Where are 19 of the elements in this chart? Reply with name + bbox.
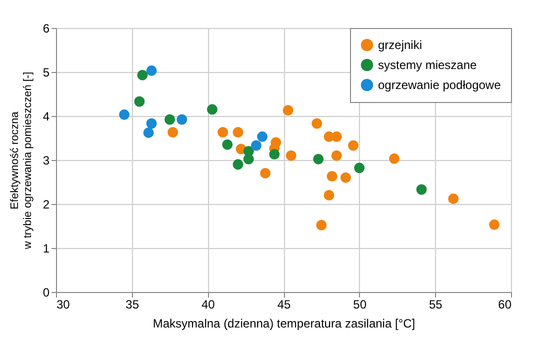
- x-tick-label: 55: [428, 298, 443, 312]
- x-tick-label: 50: [353, 298, 367, 312]
- y-tick-label: 2: [42, 198, 50, 212]
- y-tick-label: 1: [42, 242, 50, 256]
- x-tick-label: 60: [498, 298, 512, 312]
- y-tick-label: 6: [42, 22, 50, 36]
- y-tick-label: 5: [42, 66, 50, 80]
- y-tick-label: 4: [42, 110, 50, 124]
- x-tick-label: 45: [277, 298, 291, 312]
- x-tick-label: 35: [126, 298, 140, 312]
- legend-label: systemy mieszane: [378, 58, 478, 72]
- x-tick-label: 40: [201, 298, 216, 312]
- x-tick-label: 30: [56, 298, 70, 312]
- y-tick-label: 0: [42, 286, 50, 300]
- legend-label: ogrzewanie podłogowe: [378, 78, 502, 92]
- x-axis-title: Maksymalna (dzienna) temperatura zasilania [°C]: [152, 316, 416, 330]
- y-axis-title: Efektywność roczna w trybie ogrzewania pomieszczeń [-]: [8, 72, 34, 250]
- y-tick-label: 3: [42, 154, 50, 168]
- legend-label: grzejniki: [378, 38, 422, 52]
